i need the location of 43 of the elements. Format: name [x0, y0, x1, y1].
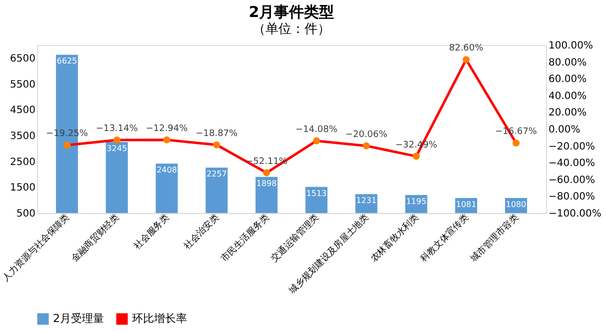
y2-tick-label: 0.00% — [548, 124, 580, 136]
data-label: 2408 — [156, 166, 177, 175]
legend-label: 环比增长率 — [132, 312, 187, 325]
y2-tick-label: −20.00% — [548, 141, 596, 152]
y2-tick-label: −80.00% — [548, 192, 596, 203]
y2-tick-label: 60.00% — [548, 74, 587, 86]
x-tick-label: 农林畜牧水利类 — [368, 212, 421, 264]
x-tick-label: 社会服务类 — [132, 212, 172, 252]
chart-subtitle: （单位：件） — [252, 22, 330, 37]
data-label: 1231 — [356, 196, 377, 206]
x-tick-label: 市民生活服务类 — [218, 212, 272, 264]
y2-tick-label: 20.00% — [548, 108, 587, 119]
data-label: −20.06% — [345, 130, 388, 140]
data-label: −12.94% — [146, 124, 188, 134]
y-tick-label: 1500 — [10, 182, 36, 194]
y-tick-label: 4500 — [10, 105, 36, 116]
data-label: 1081 — [456, 200, 476, 209]
y-tick-label: 5500 — [10, 79, 36, 90]
chart-title: 2月事件类型 — [248, 3, 334, 21]
x-tick-label: 社会治安类 — [182, 212, 222, 252]
y2-tick-label: 40.00% — [548, 90, 587, 102]
data-label: 82.60% — [448, 44, 484, 54]
data-label: 6625 — [56, 56, 78, 66]
data-label: 1898 — [256, 178, 277, 188]
data-label: 1513 — [306, 188, 327, 198]
y-tick-label: 2500 — [10, 156, 36, 168]
data-label: 3245 — [106, 144, 128, 154]
data-label: 1195 — [406, 197, 426, 206]
y2-tick-label: −60.00% — [548, 174, 596, 186]
x-tick-label: 金融商贸财经类 — [69, 212, 122, 264]
legend-label: 2月受理量 — [53, 312, 104, 325]
data-label: −18.87% — [196, 128, 238, 139]
y2-tick-label: 80.00% — [548, 57, 587, 68]
y2-tick-label: −40.00% — [548, 158, 596, 170]
y2-tick-label: −100.00% — [548, 208, 602, 220]
y-tick-label: 3500 — [10, 130, 36, 142]
data-label: 2257 — [206, 170, 227, 179]
y-tick-label: 6500 — [10, 53, 36, 64]
y2-tick-label: 100.00% — [548, 40, 593, 52]
data-label: 1080 — [506, 200, 526, 210]
data-label: −13.14% — [96, 124, 138, 134]
y-tick-label: 500 — [16, 208, 36, 220]
data-label: −14.08% — [296, 124, 338, 135]
